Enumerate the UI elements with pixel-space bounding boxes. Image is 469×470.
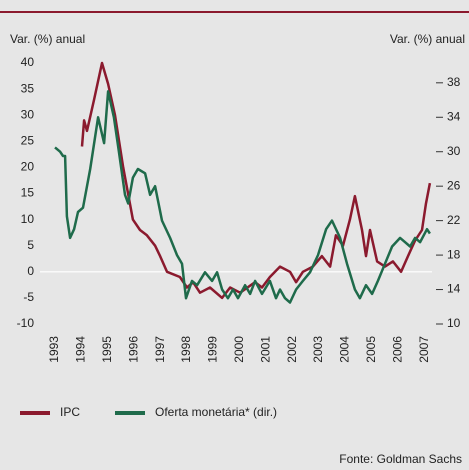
x-tick-label: 1994	[74, 336, 88, 363]
x-tick-label: 1993	[47, 336, 61, 363]
x-tick-label: 1999	[206, 336, 220, 363]
source: Fonte: Goldman Sachs	[339, 452, 462, 466]
x-tick-label: 2006	[390, 336, 404, 363]
x-tick-label: 1995	[100, 336, 114, 363]
y2-tick-label: 18	[447, 247, 461, 261]
y-tick-label: 25	[21, 133, 35, 147]
y2-tick-label: 34	[447, 109, 461, 123]
y-tick-label: 15	[21, 186, 35, 200]
y2-tick-label: 22	[447, 213, 461, 227]
y2-tick-label: 14	[447, 282, 461, 296]
x-tick-label: 2004	[338, 336, 352, 363]
y2-tick-label: 10	[447, 316, 461, 330]
y2-tick-label: 30	[447, 144, 461, 158]
y-tick-label: 35	[21, 81, 35, 95]
series-line	[80, 61, 432, 300]
x-tick-label: 2002	[285, 336, 299, 363]
y-tick-label: 5	[27, 238, 34, 252]
y-axis-label: Var. (%) anual	[10, 32, 85, 46]
x-tick-label: 2003	[311, 336, 325, 363]
y-tick-label: 10	[21, 212, 35, 226]
x-tick-label: 2000	[232, 336, 246, 363]
y2-tick-label: 26	[447, 178, 461, 192]
y2-axis-label: Var. (%) anual	[390, 32, 465, 46]
y-tick-label: 30	[21, 107, 35, 121]
x-tick-label: 2007	[417, 336, 431, 363]
legend-label: Oferta monetária* (dir.)	[155, 405, 277, 419]
y-tick-label: 0	[27, 264, 34, 278]
x-tick-label: 1998	[179, 336, 193, 363]
legend-label: IPC	[60, 405, 80, 419]
x-tick-label: 2005	[364, 336, 378, 363]
x-tick-label: 1997	[153, 336, 167, 363]
y-tick-label: -10	[17, 316, 35, 330]
y-tick-label: 40	[21, 55, 35, 69]
x-tick-label: 2001	[258, 336, 272, 363]
y-tick-label: 20	[21, 160, 35, 174]
y2-tick-label: 38	[447, 75, 461, 89]
series-line	[54, 90, 431, 304]
y-tick-label: -5	[23, 290, 34, 304]
x-tick-label: 1996	[126, 336, 140, 363]
